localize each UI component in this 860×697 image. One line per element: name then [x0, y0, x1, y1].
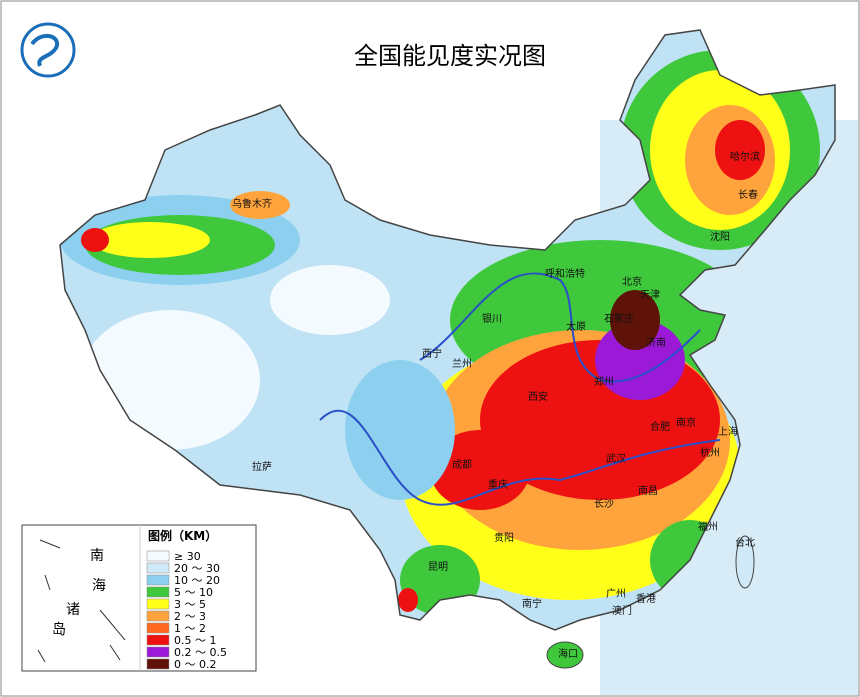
city-label: 香港 — [636, 593, 656, 605]
inset-island — [44, 574, 51, 591]
legend-box — [21, 524, 257, 672]
inset-island — [37, 649, 46, 663]
city-label: 长沙 — [594, 498, 614, 510]
inset-island — [109, 644, 121, 661]
city-label: 郑州 — [594, 375, 614, 388]
city-label: 北京 — [622, 275, 642, 288]
border — [59, 29, 836, 631]
legend-swatch — [146, 634, 170, 646]
legend-label: 10 ～ 20 — [174, 574, 220, 587]
legend-swatch — [146, 610, 170, 622]
legend-swatch — [146, 550, 170, 562]
city-label: 长春 — [738, 189, 758, 201]
city-label: 杭州 — [700, 446, 720, 459]
city-label: 西宁 — [422, 347, 442, 360]
title: 全国能见度实况图 — [354, 42, 546, 70]
hainan — [546, 641, 584, 669]
city-label: 广州 — [606, 588, 626, 600]
legend-label: 5 ～ 10 — [174, 586, 213, 599]
legend-swatch — [146, 598, 170, 610]
city-label: 南昌 — [638, 484, 658, 497]
river — [419, 272, 701, 383]
legend-label: ≥ 30 — [174, 550, 201, 563]
legend-label: 1 ～ 2 — [174, 622, 206, 635]
inset-label: 诸 — [66, 602, 80, 618]
legend-label: 0 ～ 0.2 — [174, 658, 217, 671]
legend-label: 2 ～ 3 — [174, 610, 206, 623]
taiwan — [735, 535, 755, 589]
legend-title: 图例（KM） — [148, 528, 217, 543]
city-label: 上海 — [718, 425, 738, 438]
city-label: 石家庄 — [604, 312, 634, 325]
inset-island — [99, 609, 126, 641]
city-label: 贵阳 — [494, 531, 514, 544]
city-label: 乌鲁木齐 — [232, 197, 272, 210]
city-label: 银川 — [482, 312, 502, 325]
city-label: 成都 — [452, 459, 472, 471]
legend-label: 3 ～ 5 — [174, 598, 206, 611]
city-label: 海口 — [558, 647, 578, 660]
city-label: 武汉 — [606, 452, 626, 465]
legend-label: 0.2 ～ 0.5 — [174, 646, 227, 659]
city-label: 西安 — [528, 390, 548, 403]
legend-swatch — [146, 622, 170, 634]
city-label: 沈阳 — [710, 230, 730, 243]
city-label: 哈尔滨 — [730, 150, 760, 163]
legend-swatch — [146, 586, 170, 598]
legend-label: 20 ～ 30 — [174, 562, 220, 575]
city-label: 天津 — [640, 289, 660, 301]
legend-label: 0.5 ～ 1 — [174, 634, 217, 647]
city-label: 昆明 — [428, 561, 448, 573]
city-label: 南宁 — [522, 597, 542, 610]
city-label: 台北 — [735, 536, 755, 549]
inset-island — [39, 539, 61, 549]
logo — [20, 22, 76, 78]
inset-label: 岛 — [52, 622, 66, 638]
city-label: 澳门 — [612, 604, 632, 617]
legend-swatch — [146, 574, 170, 586]
city-label: 拉萨 — [252, 460, 272, 473]
city-label: 济南 — [646, 336, 666, 349]
city-label: 福州 — [698, 520, 718, 533]
legend-swatch — [146, 646, 170, 658]
inset-label: 海 — [92, 578, 106, 594]
logo-mark — [30, 33, 60, 67]
inset-label: 南 — [90, 548, 104, 564]
legend-swatch — [146, 562, 170, 574]
legend-swatch — [146, 658, 170, 670]
river — [319, 409, 721, 506]
city-label: 呼和浩特 — [545, 268, 585, 280]
city-label: 合肥 — [650, 420, 670, 433]
city-label: 太原 — [566, 320, 586, 333]
city-label: 南京 — [676, 416, 696, 429]
city-label: 重庆 — [488, 478, 508, 491]
city-label: 兰州 — [452, 357, 472, 370]
